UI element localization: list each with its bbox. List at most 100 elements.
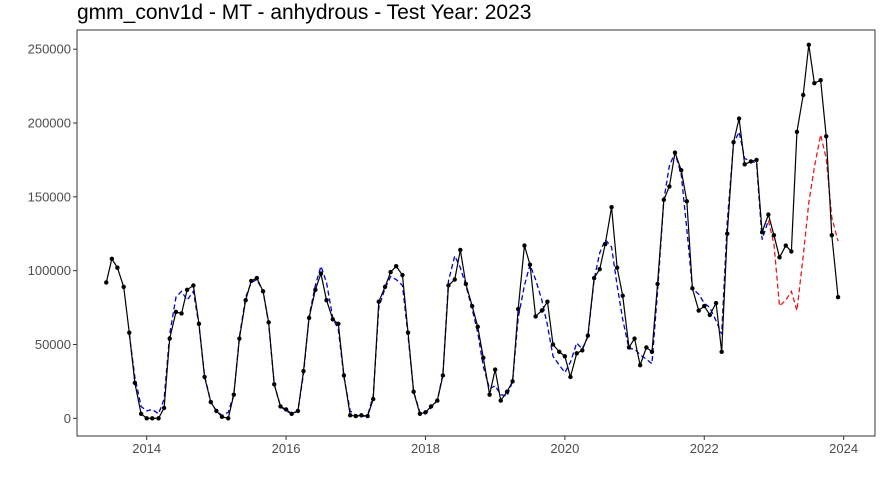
actual-data-point bbox=[649, 349, 655, 355]
actual-data-point bbox=[382, 284, 388, 290]
actual-data-point bbox=[492, 367, 498, 372]
actual-data-point bbox=[371, 396, 376, 402]
actual-data-point bbox=[498, 398, 503, 403]
chart-title: gmm_conv1d - MT - anhydrous - Test Year:… bbox=[77, 1, 532, 24]
actual-data-point bbox=[684, 199, 690, 204]
actual-data-point bbox=[725, 231, 730, 236]
actual-data-point bbox=[353, 413, 358, 419]
actual-data-point bbox=[226, 416, 231, 421]
actual-data-point bbox=[580, 348, 585, 353]
actual-data-point bbox=[801, 92, 806, 98]
actual-data-point bbox=[574, 351, 579, 356]
y-axis: 0 50000 100000 150000 200000 250000 bbox=[28, 42, 77, 426]
actual-data-point bbox=[278, 404, 283, 409]
actual-data-point bbox=[452, 277, 457, 282]
actual-data-point bbox=[759, 230, 765, 235]
actual-data-point bbox=[301, 368, 306, 374]
actual-data-point bbox=[481, 355, 486, 360]
actual-data-point bbox=[144, 416, 149, 421]
actual-data-point bbox=[771, 233, 777, 238]
actual-data-point bbox=[818, 77, 823, 83]
actual-data-point bbox=[655, 281, 660, 287]
actual-data-point bbox=[295, 408, 301, 414]
actual-data-point bbox=[336, 321, 341, 326]
actual-data-point bbox=[435, 398, 440, 403]
actual-data-point bbox=[121, 284, 126, 290]
actual-data-point bbox=[132, 380, 138, 386]
actual-data-point bbox=[812, 80, 817, 86]
actual-data-point bbox=[341, 373, 347, 378]
actual-data-point bbox=[318, 271, 324, 276]
actual-data-point bbox=[585, 333, 591, 338]
actual-data-point bbox=[829, 233, 834, 238]
actual-data-point bbox=[545, 299, 550, 304]
actual-data-point bbox=[777, 255, 782, 260]
actual-data-point bbox=[423, 410, 428, 415]
actual-data-point bbox=[446, 283, 451, 288]
actual-data-point bbox=[272, 382, 277, 387]
actual-data-point bbox=[713, 300, 719, 306]
actual-data-point bbox=[365, 413, 370, 419]
actual-data-point bbox=[249, 278, 254, 284]
actual-data-point bbox=[254, 275, 260, 281]
actual-data-point bbox=[597, 266, 602, 272]
actual-data-point bbox=[562, 354, 568, 359]
actual-data-point bbox=[620, 293, 625, 298]
actual-data-point bbox=[214, 408, 219, 414]
actual-data-point bbox=[637, 362, 643, 368]
actual-data-point bbox=[504, 389, 510, 394]
actual-data-point bbox=[463, 281, 469, 287]
y-tick-label: 100000 bbox=[28, 263, 71, 278]
actual-data-point bbox=[115, 265, 120, 270]
actual-data-point bbox=[237, 336, 242, 341]
actual-data-point bbox=[794, 129, 800, 135]
actual-data-point bbox=[394, 264, 399, 269]
actual-data-point bbox=[161, 405, 167, 411]
actual-data-point bbox=[487, 392, 492, 397]
actual-data-point bbox=[138, 411, 144, 417]
actual-data-point bbox=[324, 297, 329, 303]
y-tick-label: 0 bbox=[64, 411, 71, 426]
actual-data-point bbox=[104, 280, 109, 285]
actual-data-point bbox=[539, 308, 545, 313]
actual-data-point bbox=[173, 309, 179, 315]
actual-data-point bbox=[243, 297, 248, 303]
series-layer bbox=[104, 42, 841, 421]
actual-data-point bbox=[458, 247, 463, 253]
x-tick-label: 2016 bbox=[272, 441, 301, 456]
actual-data-point bbox=[748, 159, 754, 164]
actual-data-point bbox=[348, 413, 353, 418]
actual-data-point bbox=[679, 168, 684, 173]
actual-data-point bbox=[475, 324, 480, 329]
actual-data-point bbox=[127, 330, 132, 335]
actual-data-point bbox=[469, 303, 475, 309]
actual-data-point bbox=[644, 345, 649, 350]
actual-data-point bbox=[388, 269, 393, 275]
actual-data-point bbox=[766, 212, 771, 217]
actual-data-point bbox=[411, 389, 416, 394]
actual-data-point bbox=[603, 241, 608, 247]
actual-data-point bbox=[400, 272, 405, 278]
actual-data-point bbox=[754, 157, 759, 163]
x-tick-label: 2020 bbox=[550, 441, 579, 456]
actual-data-point bbox=[527, 262, 533, 267]
actual-data-point bbox=[202, 374, 207, 380]
actual-data-point bbox=[184, 287, 190, 293]
actual-data-point bbox=[789, 249, 794, 254]
actual-data-point bbox=[515, 306, 521, 312]
plot-panel-border bbox=[76, 29, 876, 437]
x-axis: 2014 2016 2018 2020 2022 2024 bbox=[132, 436, 858, 456]
x-tick-label: 2022 bbox=[690, 441, 719, 456]
actual-data-point bbox=[150, 416, 155, 421]
actual-data-point bbox=[661, 197, 667, 202]
actual-data-point bbox=[417, 411, 423, 417]
actual-data-point bbox=[330, 317, 335, 322]
actual-data-point bbox=[557, 349, 562, 355]
actual-data-point bbox=[806, 42, 811, 47]
actual-data-point bbox=[266, 320, 271, 325]
actual-data-point bbox=[306, 315, 312, 321]
actual-data-point bbox=[510, 379, 515, 384]
actual-data-point bbox=[283, 407, 289, 412]
